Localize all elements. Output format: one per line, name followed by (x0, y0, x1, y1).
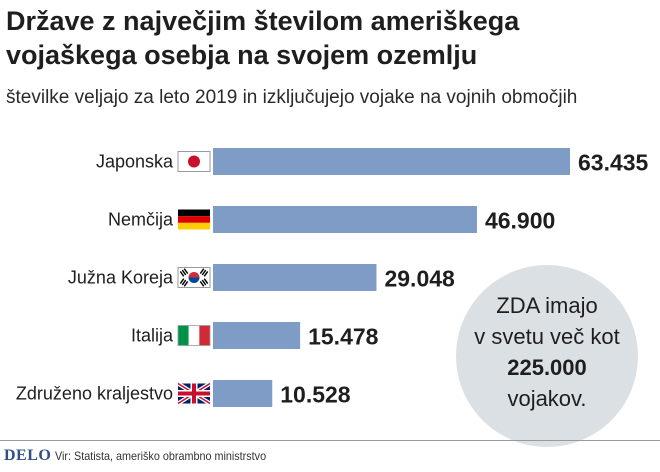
value-label-nemcija: 46.900 (485, 208, 555, 234)
bar-juzna-koreja (213, 264, 377, 291)
value-label-juzna-koreja: 29.048 (384, 266, 455, 292)
japan-flag-icon (177, 151, 211, 172)
bar-zdruzeno-kraljestvo (213, 380, 273, 407)
source-note: Vir: Statista, ameriško obrambno ministr… (55, 449, 267, 463)
callout-line-2: v svetu več kot (474, 324, 620, 349)
category-label-zdruzeno-kraljestvo: Združeno kraljestvo (16, 384, 173, 404)
callout-total: 225.000 (507, 355, 587, 380)
south-korea-flag-icon (177, 267, 211, 288)
bar-japonska (213, 148, 570, 175)
chart-subtitle: številke veljajo za leto 2019 in izključ… (6, 87, 578, 108)
value-label-zdruzeno-kraljestvo: 10.528 (280, 382, 351, 408)
category-label-juzna-koreja: Južna Koreja (68, 268, 174, 288)
bar-chart: Japonska 63.435 Nemčija 46.900 Južna Koreja 2… (16, 148, 649, 408)
united-kingdom-flag-icon (176, 381, 212, 406)
category-label-japonska: Japonska (96, 152, 174, 172)
italy-flag-icon (177, 325, 211, 346)
callout-line-1: ZDA imajo (496, 293, 598, 318)
category-label-italija: Italija (131, 326, 174, 346)
bar-italija (213, 322, 301, 349)
value-label-japonska: 63.435 (578, 150, 649, 176)
callout-line-4: vojakov. (507, 386, 587, 411)
category-label-nemcija: Nemčija (108, 210, 174, 230)
value-label-italija: 15.478 (308, 324, 379, 350)
bar-nemcija (213, 206, 477, 233)
germany-flag-icon (178, 209, 210, 230)
delo-logo: DELO (4, 447, 52, 464)
callout-text: ZDA imajo v svetu več kot 225.000 vojako… (456, 290, 638, 414)
footer-divider (0, 440, 660, 441)
chart-title: Države z največjim številom ameriškega v… (6, 6, 520, 70)
callout-circle (456, 265, 638, 447)
